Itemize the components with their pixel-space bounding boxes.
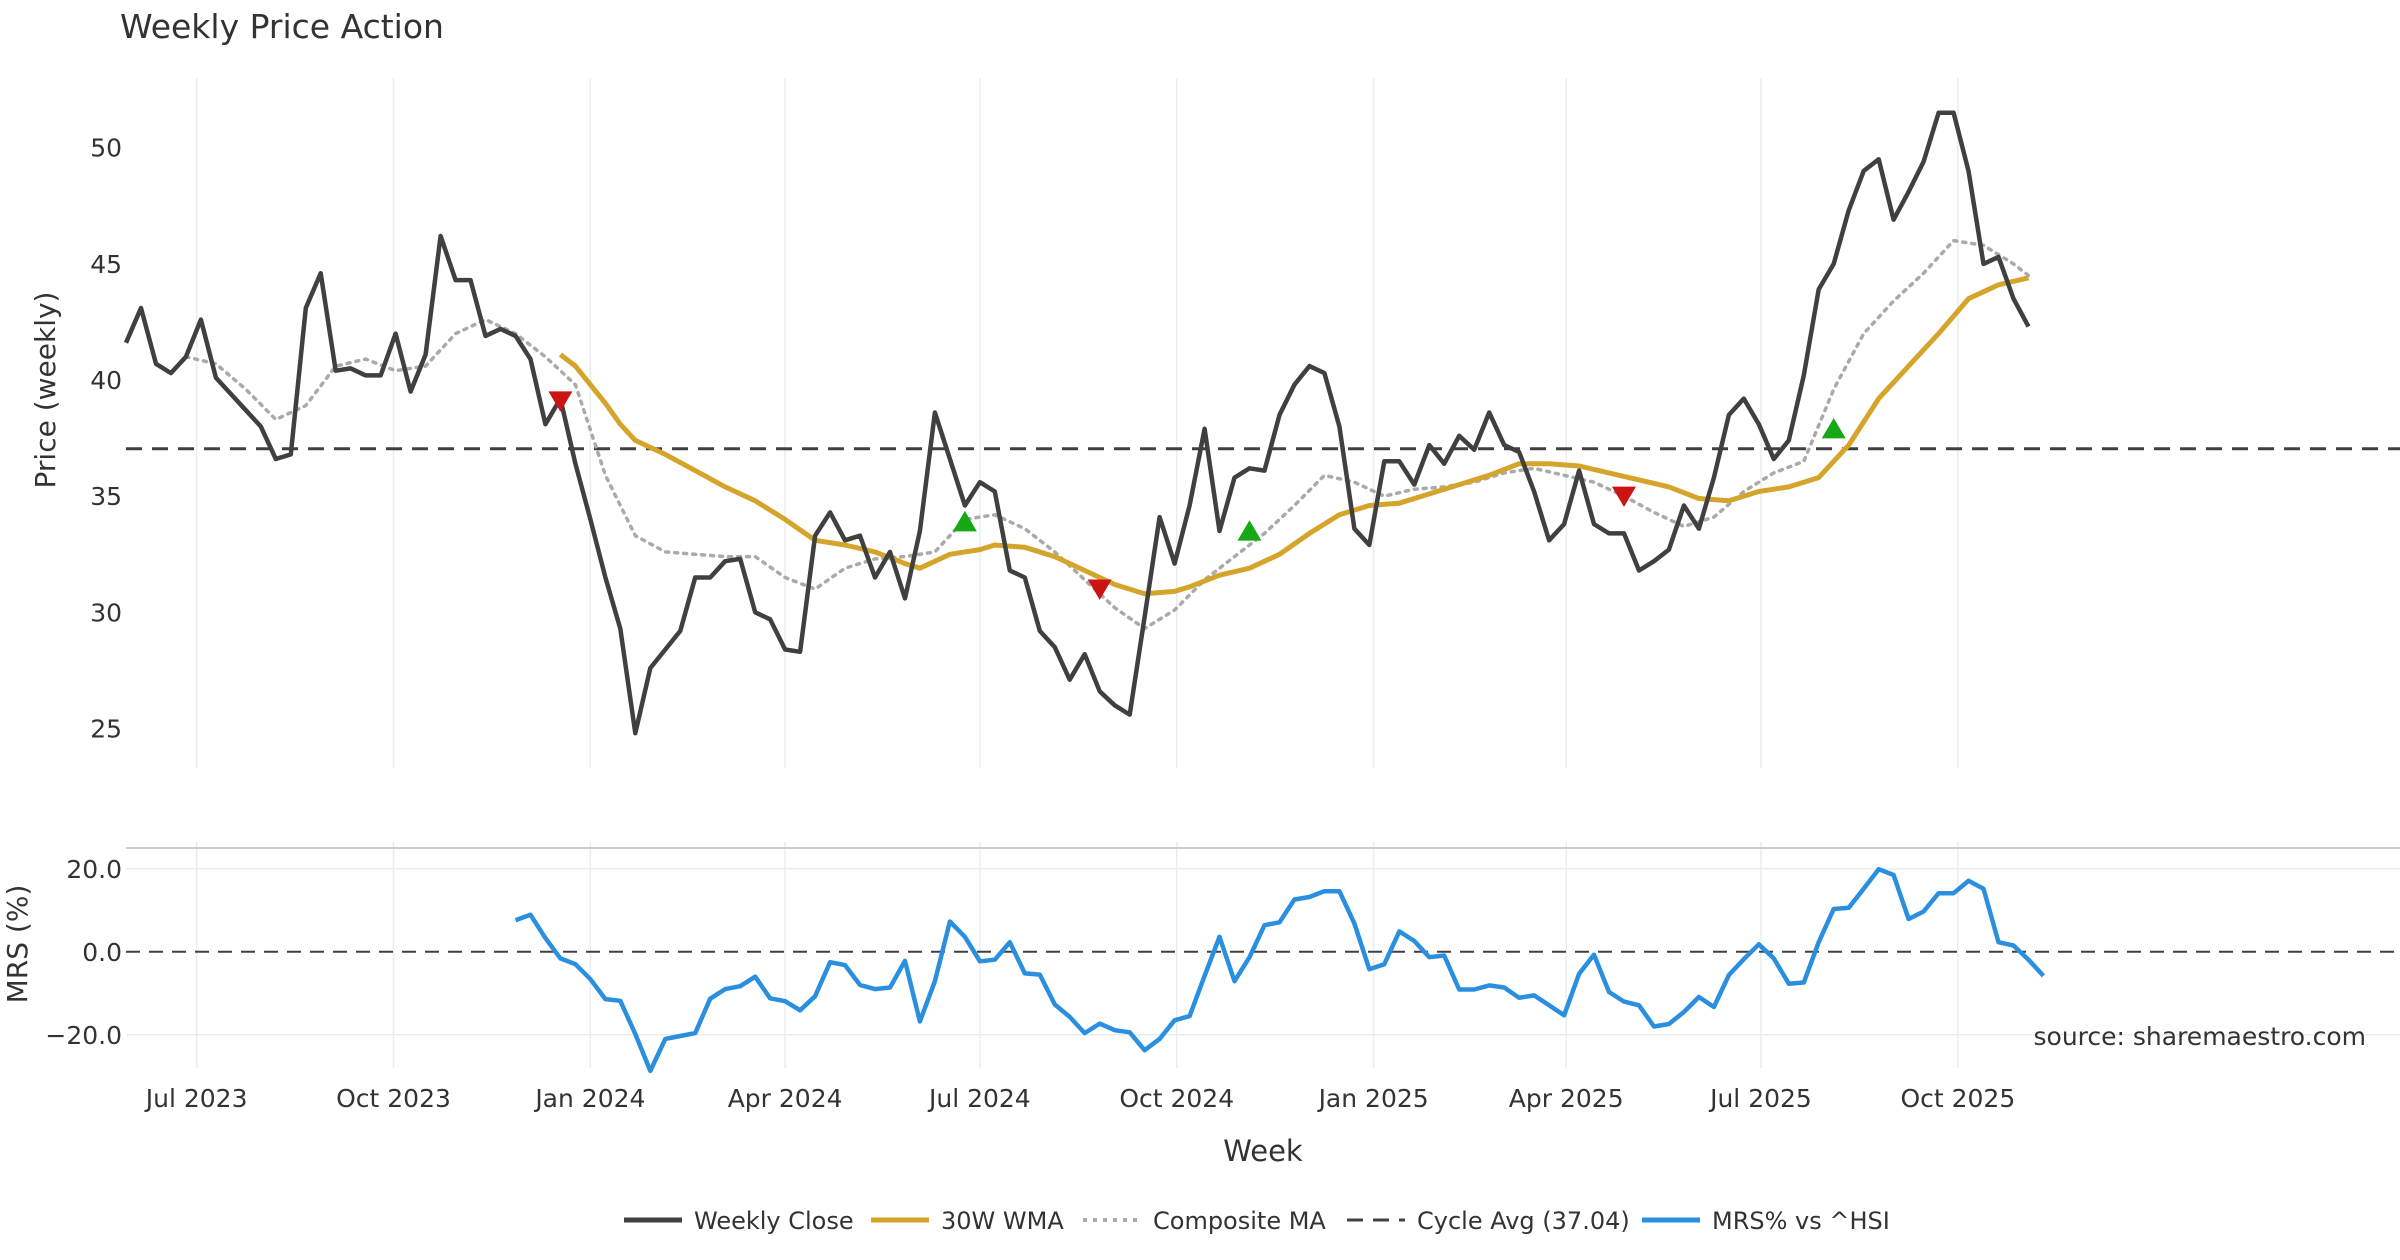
- x-tick-label: Oct 2024: [1119, 1084, 1234, 1113]
- x-axis-label: Week: [1223, 1134, 1303, 1168]
- legend-label: MRS% vs ^HSI: [1712, 1207, 1890, 1235]
- mrs-tick-label: 0.0: [82, 938, 122, 967]
- x-tick-label: Oct 2025: [1900, 1084, 2015, 1113]
- price-tick-label: 40: [90, 366, 122, 395]
- mrs-series-group: [514, 866, 2046, 1074]
- source-text: source: sharemaestro.com: [2034, 1022, 2367, 1051]
- x-tick-label: Jan 2024: [533, 1084, 645, 1113]
- signal-markers: [548, 391, 1846, 600]
- price-tick-label: 50: [90, 134, 122, 163]
- legend-label: Cycle Avg (37.04): [1417, 1207, 1630, 1235]
- sell-signal-marker: [1612, 486, 1636, 507]
- weekly-close-line: [123, 110, 2031, 736]
- chart-title: Weekly Price Action: [120, 7, 444, 46]
- x-tick-label: Jul 2025: [1708, 1084, 1812, 1113]
- price-tick-label: 45: [90, 250, 122, 279]
- x-tick-label: Apr 2025: [1509, 1084, 1624, 1113]
- price-tick-label: 25: [90, 715, 122, 744]
- x-tick-label: Oct 2023: [336, 1084, 451, 1113]
- mrs-line: [514, 866, 2046, 1074]
- mrs-grid: [126, 842, 2400, 1068]
- legend-label: 30W WMA: [941, 1207, 1064, 1235]
- price-series-group: [123, 110, 2400, 736]
- buy-signal-marker: [1237, 520, 1262, 541]
- composite-ma-line: [184, 238, 2031, 631]
- buy-signal-marker: [952, 510, 977, 532]
- sell-signal-marker: [548, 391, 573, 412]
- x-tick-label: Jan 2025: [1317, 1084, 1429, 1113]
- price-tick-label: 30: [90, 598, 122, 627]
- x-tick-label: Jul 2024: [927, 1084, 1031, 1113]
- axis-labels: Jul 2023 Oct 2023 Jan 2024 Apr 2024 Jul 2024…: [45, 134, 2015, 1113]
- legend-label: Weekly Close: [694, 1207, 854, 1235]
- wma-30w-line: [558, 275, 2030, 597]
- buy-signal-marker: [1821, 418, 1846, 439]
- price-tick-label: 35: [90, 482, 122, 511]
- x-tick-label: Jul 2023: [144, 1084, 248, 1113]
- sell-signal-marker: [1087, 579, 1112, 600]
- mrs-tick-label: −20.0: [45, 1021, 122, 1050]
- x-tick-label: Apr 2024: [728, 1084, 843, 1113]
- price-grid: [195, 78, 1959, 768]
- mrs-axis-label: MRS (%): [1, 885, 34, 1004]
- mrs-tick-label: 20.0: [66, 855, 122, 884]
- price-axis-label: Price (weekly): [29, 292, 62, 489]
- legend: Weekly Close 30W WMA Composite MA Cycle Avg…: [624, 1207, 1890, 1235]
- legend-label: Composite MA: [1153, 1207, 1326, 1235]
